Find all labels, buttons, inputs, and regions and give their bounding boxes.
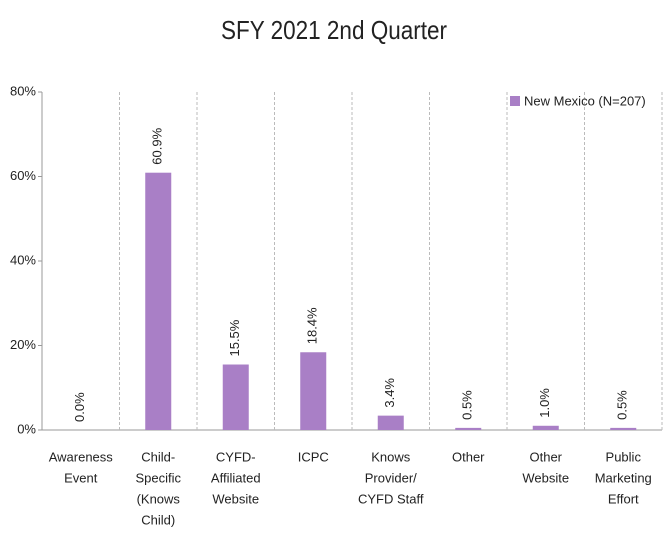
x-tick-label: Website <box>212 491 259 506</box>
legend-label: New Mexico (N=207) <box>524 93 646 108</box>
x-tick-label: Affiliated <box>211 470 261 485</box>
x-tick-label: Specific <box>135 470 181 485</box>
x-tick-label: Other <box>529 449 562 464</box>
x-tick-label: (Knows <box>137 491 181 506</box>
value-label: 60.9% <box>150 127 165 164</box>
y-tick-label: 40% <box>10 252 36 267</box>
x-tick-label: Public <box>606 449 642 464</box>
y-tick-label: 80% <box>10 83 36 98</box>
chart-title: SFY 2021 2nd Quarter <box>221 15 447 45</box>
x-tick-label: Other <box>452 449 485 464</box>
x-tick-label: Website <box>522 470 569 485</box>
x-tick-label: Child- <box>141 449 175 464</box>
x-tick-label: Event <box>64 470 98 485</box>
value-label: 18.4% <box>305 307 320 344</box>
value-label: 0.5% <box>615 390 630 420</box>
x-tick-label: ICPC <box>298 449 329 464</box>
x-tick-label: Child) <box>141 512 175 527</box>
y-tick-label: 20% <box>10 337 36 352</box>
bar <box>300 352 327 430</box>
value-label: 0.5% <box>460 390 475 420</box>
value-label: 0.0% <box>72 392 87 422</box>
bar <box>455 427 482 430</box>
bar <box>377 415 404 430</box>
x-tick-label: CYFD Staff <box>358 491 424 506</box>
legend-swatch <box>510 96 520 106</box>
bar <box>610 427 637 430</box>
value-label: 1.0% <box>537 388 552 418</box>
x-tick-label: Awareness <box>49 449 114 464</box>
value-label: 15.5% <box>227 319 242 356</box>
y-tick-label: 0% <box>17 421 36 436</box>
x-tick-label: Provider/ <box>365 470 417 485</box>
x-tick-label: Knows <box>371 449 411 464</box>
x-tick-label: CYFD- <box>216 449 256 464</box>
bar <box>222 364 249 430</box>
bar <box>145 172 172 430</box>
x-tick-label: Marketing <box>595 470 652 485</box>
value-label: 3.4% <box>382 378 397 408</box>
y-tick-label: 60% <box>10 168 36 183</box>
bar <box>532 425 559 430</box>
x-tick-label: Effort <box>608 491 639 506</box>
